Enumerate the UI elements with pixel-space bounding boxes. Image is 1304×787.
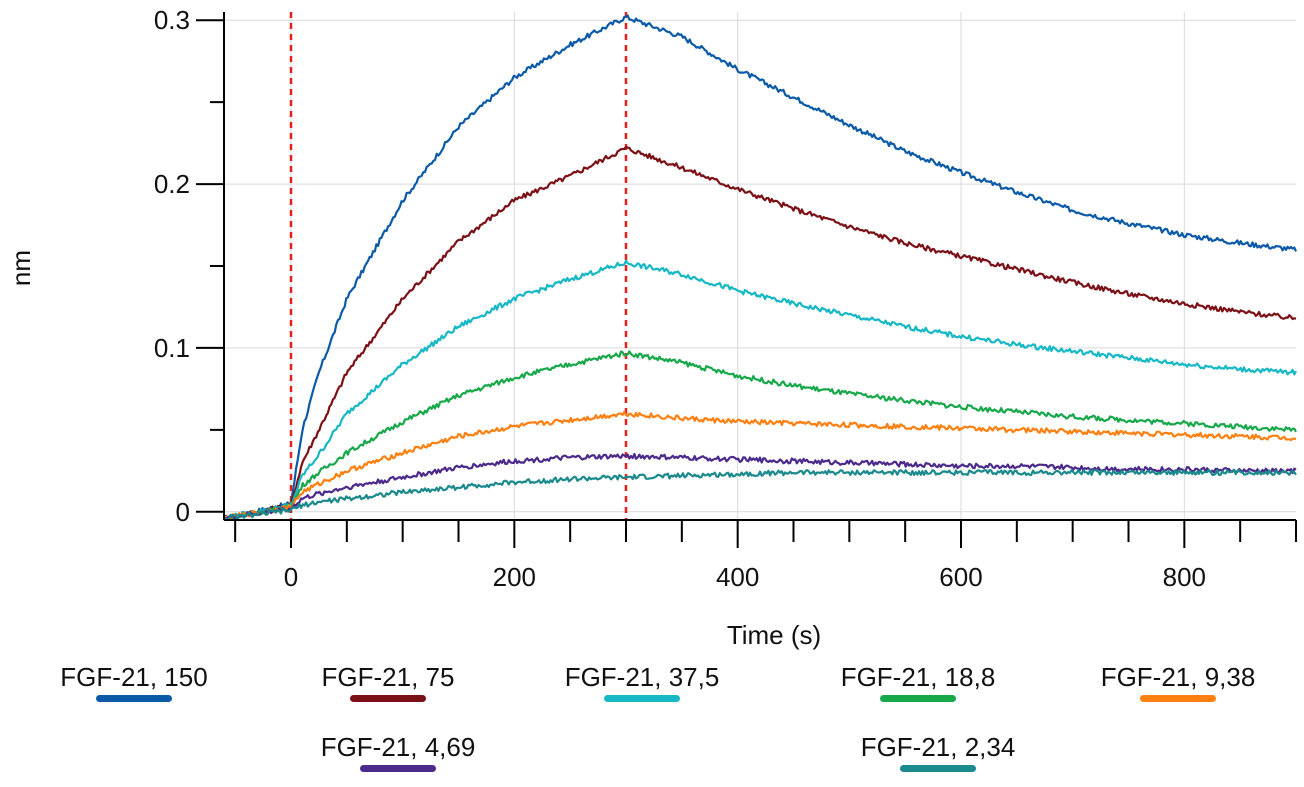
legend-swatch — [604, 695, 680, 702]
legend-label: FGF-21, 75 — [321, 662, 455, 692]
legend-label: FGF-21, 2,34 — [860, 732, 1016, 762]
series-line — [223, 468, 1297, 522]
legend-swatch — [900, 765, 976, 772]
y-tick-label: 0 — [176, 497, 190, 527]
legend-swatch — [96, 695, 172, 702]
x-tick-label: 600 — [939, 562, 982, 592]
legend-swatch — [360, 765, 436, 772]
y-tick-label: 0.2 — [154, 169, 190, 199]
series-lines — [222, 14, 1298, 522]
legend-label: FGF-21, 150 — [60, 662, 208, 692]
legend-label: FGF-21, 37,5 — [564, 662, 720, 692]
phase-markers — [289, 12, 628, 520]
legend-swatch — [1140, 695, 1216, 702]
series-line — [222, 145, 1297, 521]
legend-item: FGF-21, 9,38 — [1058, 662, 1298, 702]
legend-item: FGF-21, 150 — [14, 662, 254, 702]
x-tick-label: 200 — [493, 562, 536, 592]
legend-item: FGF-21, 4,69 — [278, 732, 518, 772]
series-line — [223, 410, 1297, 521]
legend-swatch — [350, 695, 426, 702]
chart-legend: FGF-21, 150 FGF-21, 75 FGF-21, 37,5 FGF-21,… — [0, 650, 1304, 787]
y-tick-label: 0.1 — [154, 333, 190, 363]
series-line — [223, 452, 1297, 522]
legend-item: FGF-21, 2,34 — [818, 732, 1058, 772]
y-tick-label: 0.3 — [154, 5, 190, 35]
axes — [196, 12, 1297, 548]
series-line — [223, 14, 1298, 521]
legend-item: FGF-21, 37,5 — [522, 662, 762, 702]
grid-lines — [224, 12, 1296, 520]
x-tick-label: 800 — [1163, 562, 1206, 592]
legend-item: FGF-21, 75 — [268, 662, 508, 702]
chart-plot: 0 0.1 0.2 0.3 0 200 400 600 800 Time (s) nm — [6, 5, 1298, 650]
series-line — [223, 350, 1297, 522]
axis-labels: 0 0.1 0.2 0.3 0 200 400 600 800 Time (s) nm — [6, 5, 1206, 650]
x-axis-title: Time (s) — [727, 620, 821, 650]
legend-label: FGF-21, 18,8 — [840, 662, 996, 692]
legend-swatch — [880, 695, 956, 702]
series-line — [223, 259, 1297, 520]
x-tick-label: 400 — [716, 562, 759, 592]
legend-item: FGF-21, 18,8 — [798, 662, 1038, 702]
y-axis-title: nm — [6, 250, 36, 286]
x-tick-label: 0 — [284, 562, 298, 592]
legend-label: FGF-21, 9,38 — [1100, 662, 1256, 692]
legend-label: FGF-21, 4,69 — [320, 732, 476, 762]
